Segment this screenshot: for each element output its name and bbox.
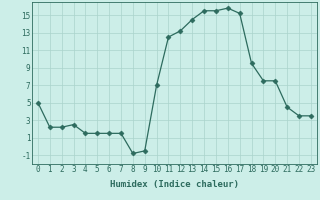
X-axis label: Humidex (Indice chaleur): Humidex (Indice chaleur) <box>110 180 239 189</box>
